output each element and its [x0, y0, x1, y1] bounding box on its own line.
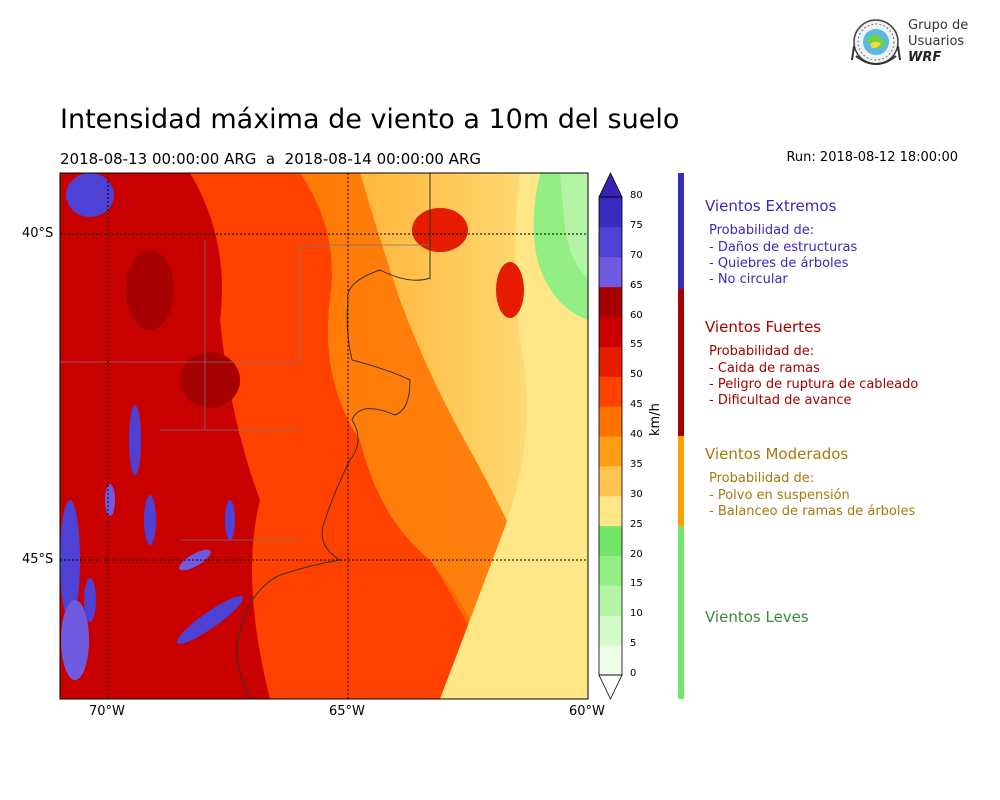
extreme-blob [179, 549, 211, 571]
colorbar-swatch [599, 316, 622, 347]
colorbar-tick: 45 [630, 399, 643, 411]
strong-blob [126, 250, 174, 330]
strong-blob [412, 208, 468, 252]
colorbar-tick: 30 [630, 488, 643, 500]
wind-field [60, 173, 588, 699]
category-extreme-line: - Quiebres de árboles [709, 256, 849, 271]
extreme-blob [225, 500, 235, 540]
category-extreme-name: Vientos Extremos [705, 197, 837, 215]
colorbar-swatch [599, 436, 622, 467]
category-extreme-line: - Daños de estructuras [709, 240, 858, 255]
colorbar-tick: 55 [630, 339, 643, 351]
colorbar-swatch [599, 376, 622, 407]
strong-blob [496, 262, 524, 318]
category-bar-segment [678, 289, 684, 436]
category-strong-line: Probabilidad de: [709, 344, 815, 359]
logo-line3: WRF [908, 50, 942, 65]
category-moderate-line: - Polvo en suspensión [709, 488, 850, 503]
colorbar-extend-top [598, 172, 623, 198]
lat-label-40s: 40°S [22, 226, 54, 241]
province-boundary [60, 240, 431, 541]
colorbar-tick: 70 [630, 249, 643, 261]
category-bar-segment [678, 173, 684, 289]
category-bar-segment [678, 436, 684, 526]
field-zone-east-pale [440, 173, 588, 699]
colorbar-swatch [599, 406, 622, 437]
colorbar-swatch [599, 286, 622, 317]
colorbar-swatch [599, 615, 622, 646]
field-zone-very-strong [60, 173, 270, 699]
globe-seal-icon [851, 19, 901, 65]
extreme-blob [129, 405, 141, 475]
colorbar-swatch [599, 226, 622, 258]
category-light-name: Vientos Leves [705, 608, 809, 626]
category-extreme-line: Probabilidad de: [709, 223, 815, 238]
category-moderate-name: Vientos Moderados [705, 445, 849, 463]
colorbar-swatch [599, 346, 622, 377]
colorbar-swatch [599, 585, 622, 616]
extreme-blob [66, 173, 114, 217]
colorbar-swatch [599, 256, 622, 288]
category-strong-name: Vientos Fuertes [705, 318, 822, 336]
logo-line1: Grupo de [908, 18, 969, 33]
colorbar-unit: km/h [648, 403, 663, 436]
category-strong-line: - Peligro de ruptura de cableado [709, 377, 919, 392]
extreme-blob [84, 578, 96, 622]
colorbar-tick: 10 [630, 608, 643, 620]
category-extreme-line: - No circular [709, 272, 788, 287]
category-moderate-line: - Balanceo de ramas de árboles [709, 504, 916, 519]
coastline [236, 173, 431, 699]
colorbar-tick: 25 [630, 518, 643, 530]
lon-label-70w: 70°W [89, 704, 125, 719]
lat-label-45s: 45°S [22, 552, 54, 567]
category-strong-line: - Caida de ramas [709, 361, 820, 376]
map-title: Intensidad máxima de viento a 10m del su… [60, 104, 680, 135]
grupo-wrf-logo: Grupo de Usuarios WRF [848, 16, 972, 72]
colorbar-swatch [599, 465, 622, 497]
colorbar-tick: 80 [630, 190, 643, 201]
lon-label-65w: 65°W [329, 704, 365, 719]
colorbar-tick: 65 [630, 279, 643, 291]
extreme-blob [61, 600, 89, 680]
colorbar-tick: 0 [630, 668, 637, 679]
colorbar-swatch [599, 525, 622, 556]
colorbar-tick: 50 [630, 369, 643, 381]
category-strong-line: - Dificultad de avance [709, 393, 852, 408]
strong-blob [180, 352, 240, 408]
colorbar-tick: 40 [630, 429, 643, 440]
extreme-blob [144, 495, 156, 545]
extreme-blob [176, 596, 244, 644]
colorbar-tick: 75 [630, 219, 643, 231]
field-zone-calm-light [560, 173, 588, 280]
category-moderate-line: Probabilidad de: [709, 471, 815, 486]
colorbar-swatch [599, 197, 622, 228]
colorbar-tick: 20 [630, 548, 643, 560]
colorbar-swatch [599, 645, 622, 676]
colorbar-tick: 15 [630, 578, 643, 590]
category-bar-segment [678, 526, 684, 699]
colorbar [599, 197, 622, 676]
colorbar-swatch [599, 555, 622, 586]
valid-period: 2018-08-13 00:00:00 ARG a 2018-08-14 00:… [60, 150, 482, 168]
colorbar-tick: 5 [630, 638, 637, 650]
category-bar [678, 173, 684, 699]
colorbar-extend-bottom [598, 674, 623, 700]
colorbar-tick: 35 [630, 458, 643, 470]
graticule [60, 173, 588, 699]
extreme-blob [105, 484, 115, 516]
logo-line2: Usuarios [908, 34, 965, 49]
map-frame [59, 172, 589, 700]
lon-label-60w: 60°W [569, 704, 605, 719]
run-time: Run: 2018-08-12 18:00:00 [786, 150, 958, 165]
colorbar-tick: 60 [630, 309, 643, 321]
colorbar-frame [598, 196, 623, 676]
colorbar-swatch [599, 495, 622, 527]
